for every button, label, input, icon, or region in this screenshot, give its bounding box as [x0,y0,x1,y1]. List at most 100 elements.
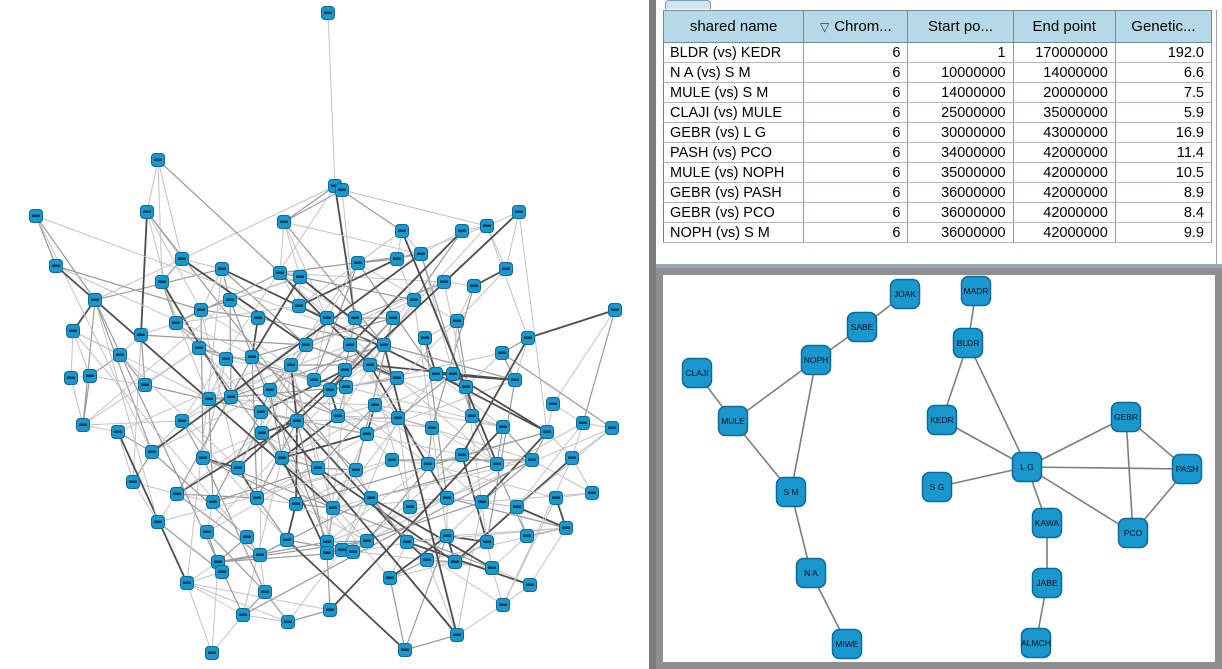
panel-divider[interactable] [649,0,656,669]
table-row[interactable]: BLDR (vs) KEDR 6 1 170000000 192.0 [663,42,1213,63]
network-edge-LG-PASH[interactable] [1026,466,1188,470]
network-edge [486,225,529,339]
network-edge [413,299,433,429]
network-edge-LG-PCO[interactable] [1026,466,1134,534]
network-node-PASH[interactable] [1171,453,1203,485]
network-edge [202,457,493,569]
network-node-JOAK[interactable] [889,278,921,310]
table-cell: 20000000 [1013,82,1116,103]
network-edge [426,559,458,636]
network-node-BLDR[interactable] [952,327,984,359]
network-node-ALMCH[interactable] [1020,627,1052,659]
network-node-label [363,432,371,435]
network-node-MIWE[interactable] [831,628,863,660]
network-node-label [424,462,432,465]
column-header-end-point[interactable]: End point [1012,10,1116,43]
network-edge [349,230,463,346]
network-edge [186,582,213,654]
table-cell: BLDR (vs) KEDR [663,42,805,63]
network-node-SM[interactable] [775,476,807,508]
network-node-NA[interactable] [795,557,827,589]
column-header-start-po---[interactable]: Start po... [907,10,1014,43]
network-node-label [338,188,346,191]
column-header-chrom---[interactable]: ▽ Chrom... [803,10,909,43]
network-node-SG[interactable] [921,471,953,503]
network-node-label [394,416,402,419]
table-cell: 6 [803,202,909,223]
network-edge [446,497,567,529]
horizontal-scrollbar[interactable] [656,264,1222,268]
network-edge [397,373,454,419]
network-edge [202,457,297,505]
table-row[interactable]: GEBR (vs) PASH 6 36000000 42000000 8.9 [663,182,1213,203]
network-edge [326,389,331,543]
table-cell: 36000000 [907,202,1014,223]
network-edge [35,215,57,267]
network-edge [283,221,422,255]
network-node-GEBR[interactable] [1110,401,1142,433]
network-edge [140,211,148,336]
network-node-LG[interactable] [1011,451,1043,483]
table-row[interactable]: GEBR (vs) L G 6 30000000 43000000 16.9 [663,122,1213,143]
network-edge [389,561,456,579]
network-node-JABE[interactable] [1031,567,1063,599]
network-edge [151,253,422,453]
network-node-label [562,526,570,529]
table-cell: 36000000 [907,182,1014,203]
network-node-KAWA[interactable] [1031,507,1063,539]
network-node-label [197,308,205,311]
table-tab-stub[interactable] [665,0,711,9]
network-node-label [158,280,166,283]
network-node-label [393,257,401,260]
table-cell: 6 [803,102,909,123]
network-node-label [209,500,217,503]
network-edge [295,503,368,542]
overview-network-canvas[interactable]: JOAK MADR SABE BLDR NOPH CLAJI GEBR MULE KEDR L G… [663,275,1215,662]
network-edge [146,211,202,311]
network-node-NOPH[interactable] [800,344,832,376]
network-node-SABE[interactable] [846,311,878,343]
network-edge-NOPH-SM[interactable] [790,359,817,493]
column-header-genetic---[interactable]: Genetic... [1114,10,1213,43]
table-cell: 192.0 [1115,42,1213,63]
network-node-CLAJI[interactable] [681,357,713,389]
table-cell: 16.9 [1115,122,1213,143]
network-edge [82,299,96,426]
table-row[interactable]: N A (vs) S M 6 10000000 14000000 6.6 [663,62,1213,83]
network-edge-GEBR-PCO[interactable] [1125,416,1134,534]
network-node-label: GEBR [1114,412,1138,422]
network-edge [406,541,504,606]
network-node-PCO[interactable] [1117,517,1149,549]
column-header-shared-name[interactable]: shared name [662,10,805,43]
network-node-label [323,316,331,319]
table-row[interactable]: PASH (vs) PCO 6 34000000 42000000 11.4 [663,142,1213,163]
network-edge [117,431,134,483]
network-edge [396,377,473,417]
network-node-label [443,534,451,537]
network-edge-LG-GEBR[interactable] [1026,416,1127,468]
table-row[interactable]: MULE (vs) NOPH 6 35000000 42000000 10.5 [663,162,1213,183]
table-row[interactable]: NOPH (vs) S M 6 36000000 42000000 9.9 [663,222,1213,243]
network-node-MADR[interactable] [960,275,992,307]
network-node-label [143,210,151,213]
table-cell: 42000000 [1013,162,1116,183]
network-node-label: N A [804,568,818,578]
table-panel: shared name ▽ Chrom... Start po... End point… [656,0,1222,268]
network-node-label [203,530,211,533]
network-edge [256,497,288,541]
main-network-panel [0,0,648,669]
table-row[interactable]: GEBR (vs) PCO 6 36000000 42000000 8.4 [663,202,1213,223]
table-cell: 1 [907,42,1014,63]
network-node-label [451,560,459,563]
network-node-MULE[interactable] [717,405,749,437]
table-row[interactable]: CLAJI (vs) MULE 6 25000000 35000000 5.9 [663,102,1213,123]
network-node-label [302,343,310,346]
table-row[interactable]: MULE (vs) S M 6 14000000 20000000 7.5 [663,82,1213,103]
network-node-label [499,603,507,606]
network-edge [527,309,616,339]
main-network-canvas[interactable] [0,0,648,669]
network-edge-BLDR-LG[interactable] [967,342,1028,468]
network-edge [157,159,163,283]
network-node-KEDR[interactable] [926,404,958,436]
column-header-label: End point [1032,18,1096,35]
